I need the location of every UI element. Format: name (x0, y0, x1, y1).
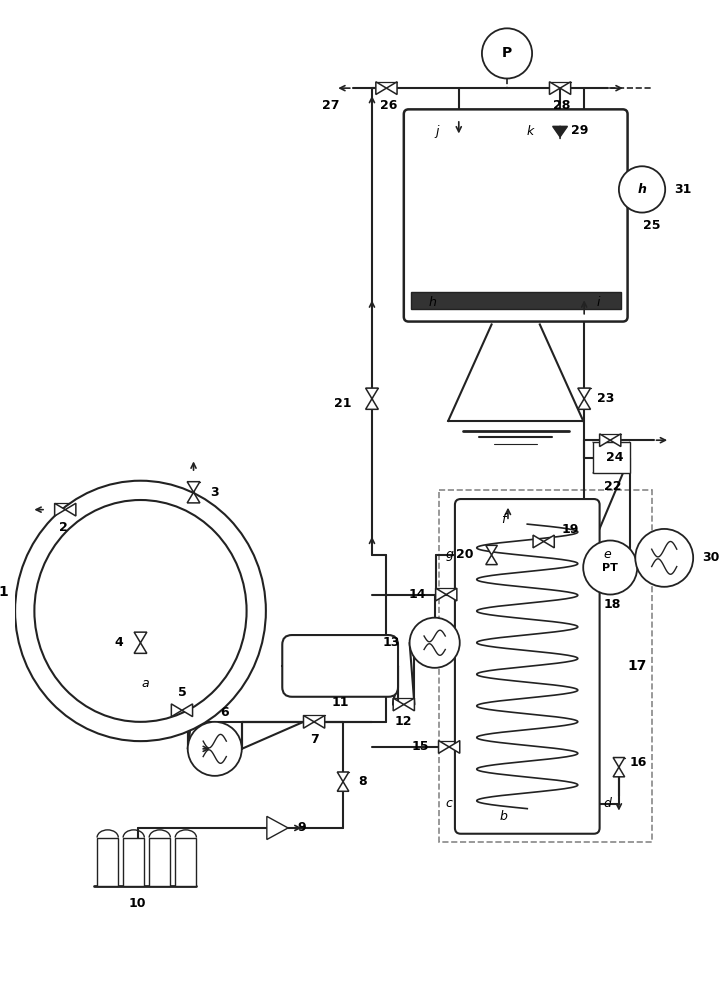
Bar (439, 490, 652, 842)
FancyBboxPatch shape (455, 499, 600, 834)
Polygon shape (366, 388, 378, 399)
Text: 18: 18 (603, 598, 621, 611)
Polygon shape (446, 588, 457, 601)
Polygon shape (600, 434, 611, 447)
Text: j: j (436, 125, 439, 138)
FancyBboxPatch shape (282, 635, 398, 697)
Text: 23: 23 (597, 392, 614, 405)
Text: 27: 27 (322, 99, 339, 112)
Polygon shape (134, 643, 147, 653)
Text: 8: 8 (358, 775, 366, 788)
Polygon shape (366, 399, 378, 409)
Polygon shape (436, 588, 446, 601)
Text: h: h (638, 183, 647, 196)
Text: 26: 26 (379, 99, 397, 112)
Text: 16: 16 (629, 756, 647, 769)
Circle shape (188, 722, 242, 776)
Ellipse shape (15, 481, 266, 741)
Text: 19: 19 (562, 523, 580, 536)
Polygon shape (187, 482, 200, 492)
Polygon shape (267, 816, 288, 840)
Text: 13: 13 (382, 636, 400, 649)
Circle shape (482, 28, 532, 78)
Text: 29: 29 (571, 124, 588, 137)
Polygon shape (486, 545, 498, 555)
Polygon shape (171, 704, 182, 717)
Bar (149, 838, 171, 886)
Text: a: a (142, 677, 149, 690)
Polygon shape (387, 82, 397, 95)
Text: 17: 17 (628, 659, 647, 673)
Text: 21: 21 (334, 397, 352, 410)
Text: 3: 3 (210, 486, 219, 499)
Bar (593, 442, 629, 473)
Polygon shape (578, 388, 590, 399)
Text: 14: 14 (408, 588, 426, 601)
Text: 20: 20 (456, 548, 473, 561)
Polygon shape (533, 535, 544, 548)
Text: PT: PT (602, 563, 618, 573)
Circle shape (619, 166, 665, 213)
Polygon shape (376, 82, 387, 95)
Text: 7: 7 (310, 733, 318, 746)
Text: 30: 30 (702, 551, 719, 564)
Polygon shape (337, 772, 348, 782)
Text: 24: 24 (606, 451, 624, 464)
Polygon shape (393, 698, 404, 711)
Text: h: h (429, 296, 436, 309)
Bar (410, 292, 621, 309)
Polygon shape (404, 698, 415, 711)
Circle shape (635, 529, 693, 587)
Text: 15: 15 (411, 740, 429, 753)
Text: 12: 12 (395, 715, 413, 728)
Text: 10: 10 (129, 897, 146, 910)
Text: 9: 9 (297, 821, 306, 834)
Text: P: P (502, 46, 512, 60)
Text: e: e (603, 548, 611, 561)
Polygon shape (578, 399, 590, 409)
Text: 31: 31 (674, 183, 691, 196)
Text: g: g (445, 548, 453, 561)
Polygon shape (560, 82, 571, 95)
Text: k: k (526, 125, 534, 138)
Text: i: i (597, 296, 600, 309)
FancyBboxPatch shape (404, 109, 628, 322)
Text: d: d (603, 797, 611, 810)
Polygon shape (55, 503, 66, 516)
Bar (97, 838, 118, 886)
Text: 5: 5 (178, 686, 186, 699)
Text: b: b (499, 810, 507, 823)
Circle shape (583, 541, 637, 595)
Polygon shape (449, 741, 460, 753)
Polygon shape (314, 715, 325, 728)
Text: 11: 11 (331, 696, 349, 709)
Text: 28: 28 (553, 99, 571, 112)
Polygon shape (613, 758, 625, 767)
Text: c: c (446, 797, 453, 810)
Bar (175, 838, 197, 886)
Text: 4: 4 (115, 636, 124, 649)
Bar (123, 838, 144, 886)
Polygon shape (486, 555, 498, 565)
Text: f: f (501, 513, 505, 526)
Polygon shape (438, 741, 449, 753)
Polygon shape (611, 434, 621, 447)
Polygon shape (304, 715, 314, 728)
Text: 6: 6 (220, 706, 229, 719)
Text: 25: 25 (643, 219, 660, 232)
Polygon shape (544, 535, 554, 548)
Circle shape (410, 618, 460, 668)
Polygon shape (134, 632, 147, 643)
Polygon shape (182, 704, 192, 717)
Text: 2: 2 (59, 521, 68, 534)
Polygon shape (553, 126, 567, 137)
Ellipse shape (35, 500, 246, 722)
Polygon shape (613, 767, 625, 777)
Polygon shape (66, 503, 76, 516)
Text: 22: 22 (604, 480, 622, 493)
Polygon shape (187, 492, 200, 503)
Text: 1: 1 (0, 585, 9, 599)
Polygon shape (337, 782, 348, 791)
Polygon shape (549, 82, 560, 95)
